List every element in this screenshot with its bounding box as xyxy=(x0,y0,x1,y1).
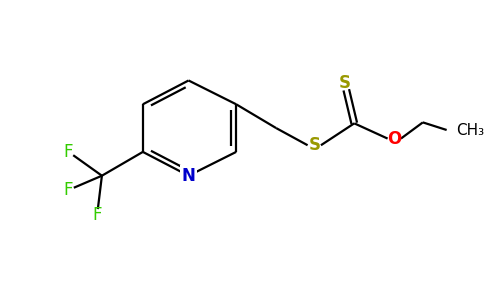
Text: O: O xyxy=(387,130,401,148)
Text: F: F xyxy=(64,143,73,161)
Text: F: F xyxy=(64,181,73,199)
Text: S: S xyxy=(308,136,320,154)
Text: S: S xyxy=(339,74,351,92)
Text: CH₃: CH₃ xyxy=(456,122,484,137)
Text: F: F xyxy=(92,206,102,224)
Text: N: N xyxy=(182,167,196,185)
